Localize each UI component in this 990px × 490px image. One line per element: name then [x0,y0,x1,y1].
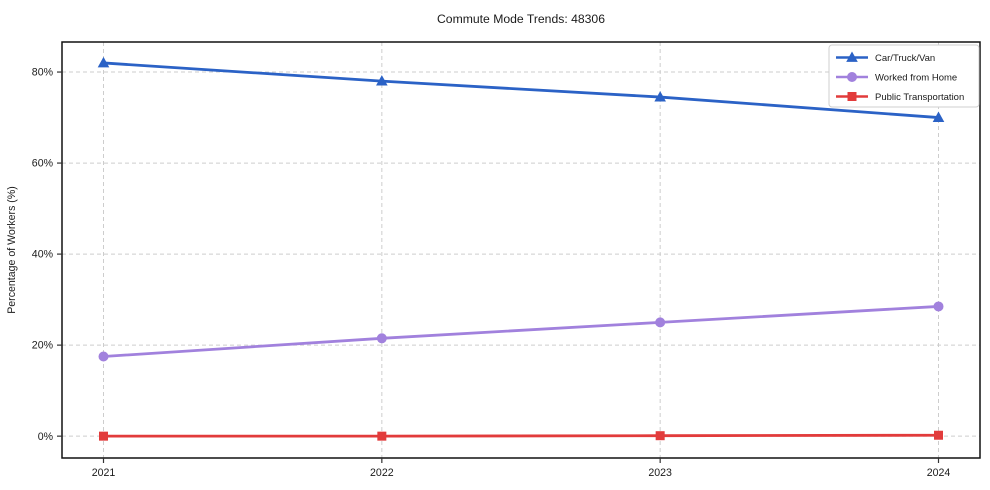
axis-ticks: 0% 20% 40% 60% 80% 2021 2022 2023 2024 [32,67,951,479]
square-marker [934,430,943,440]
square-marker [99,431,108,441]
series-worked-from-home [98,301,944,362]
circle-marker [98,351,109,362]
triangle-marker [932,111,945,122]
series-line [102,61,940,119]
triangle-marker [97,56,110,68]
y-tick-label: 20% [32,340,54,352]
legend-item: Public Transportation [836,92,964,103]
series-line [102,305,940,358]
legend-label: Worked from Home [875,72,957,83]
legend-item: Worked from Home [836,72,957,83]
plot-border [61,41,981,459]
legend: Car/Truck/Van Worked from Home Public Tran… [828,44,980,108]
circle-marker [655,317,666,328]
y-tick-label: 0% [38,431,54,443]
legend-box [828,44,980,108]
x-tick-label: 2023 [648,467,672,479]
x-tick-label: 2024 [927,467,951,479]
x-tick-label: 2021 [92,467,116,479]
triangle-marker [376,75,388,86]
y-tick-label: 80% [32,67,54,79]
series-line [102,433,940,438]
circle-marker [933,301,944,312]
data-series [97,56,945,441]
series-car-truck-van [97,56,945,122]
square-marker [655,431,665,441]
triangle-marker [654,91,666,102]
series-public-transportation [99,430,943,441]
y-tick-label: 40% [32,249,54,261]
legend-item: Car/Truck/Van [836,51,935,64]
chart-title: Commute Mode Trends: 48306 [437,12,605,26]
triangle-marker [846,51,858,62]
y-axis-label: Percentage of Workers (%) [6,186,18,314]
gridlines [62,42,980,458]
y-tick-label: 60% [32,158,54,170]
circle-marker [847,72,857,82]
square-marker [847,92,857,101]
square-marker [377,431,387,441]
legend-label: Car/Truck/Van [875,53,935,64]
circle-marker [376,333,387,344]
x-tick-label: 2022 [370,467,394,479]
legend-label: Public Transportation [875,92,964,103]
